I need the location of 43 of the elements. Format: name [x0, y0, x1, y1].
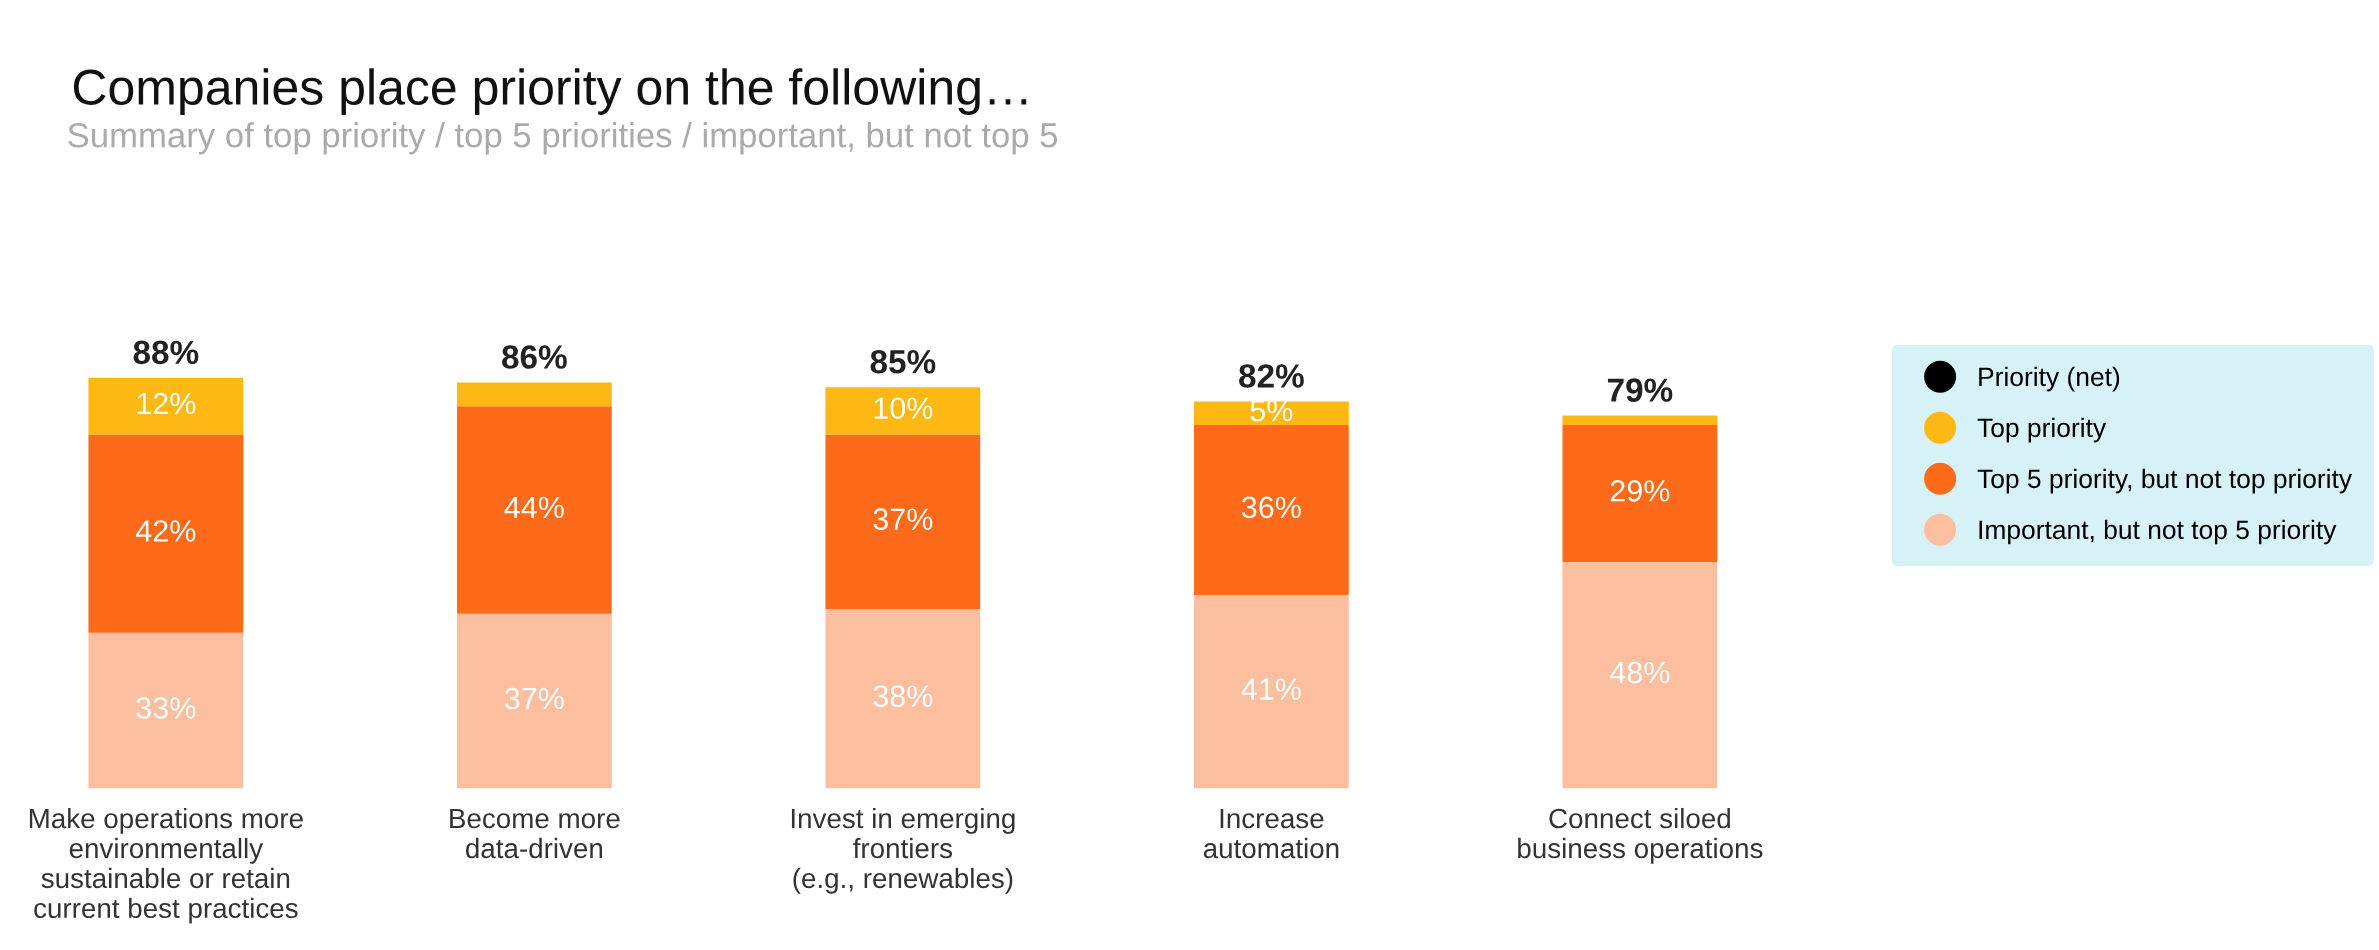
bar: [456, 382, 612, 407]
bar: [1193, 425, 1349, 595]
bar: [88, 632, 244, 789]
x-tick-label: Connect siloed business operations: [1518, 807, 1763, 864]
bar: [1193, 401, 1349, 426]
data-label: 37%: [504, 687, 564, 710]
bar: [88, 377, 244, 435]
data-label: 10%: [874, 397, 933, 420]
data-label: 42%: [135, 520, 196, 542]
data-label: 48%: [1610, 661, 1670, 684]
data-label: 29%: [1610, 480, 1670, 502]
data-label: 41%: [1241, 678, 1301, 700]
bar: [456, 406, 612, 614]
x-tick-label: Become more data-driven: [450, 808, 620, 859]
data-label: 12%: [137, 392, 196, 415]
data-label: 37%: [873, 508, 933, 530]
chart-subtitle: Summary of top priority / top 5 priorities / important, but not top 5: [68, 122, 1058, 155]
bar: [825, 387, 981, 435]
legend-label: Priority (net): [1979, 366, 2120, 392]
data-label: 44%: [504, 496, 564, 519]
total-label: 85%: [870, 349, 936, 374]
x-tick-label: Make operations more environmentally sustainable or retain current best practices: [29, 807, 303, 924]
bar: [88, 434, 244, 633]
bar: [456, 613, 612, 789]
data-label: 38%: [873, 685, 933, 708]
bar: [1562, 561, 1718, 789]
x-tick-label: Invest in emerging frontiers (e.g., renewables): [791, 807, 1015, 894]
bar: [1562, 415, 1718, 426]
bar: [1562, 425, 1718, 562]
legend-label: Top priority: [1977, 417, 2107, 443]
total-label: 86%: [502, 345, 567, 369]
total-label: 88%: [133, 340, 199, 365]
bar: [825, 609, 981, 789]
chart-title: Companies place priority on the following…: [73, 68, 1027, 115]
bar: [825, 434, 981, 610]
legend-label: Important, but not top 5 priority: [1979, 519, 2337, 545]
total-label: 82%: [1239, 364, 1304, 388]
data-label: 33%: [136, 697, 196, 719]
data-label: 36%: [1241, 496, 1301, 519]
bar: [1193, 594, 1349, 789]
legend-label: Top 5 priority, but not top priority: [1977, 468, 2352, 494]
total-label: 79%: [1607, 378, 1673, 402]
x-tick-label: Increase automation: [1203, 808, 1339, 859]
